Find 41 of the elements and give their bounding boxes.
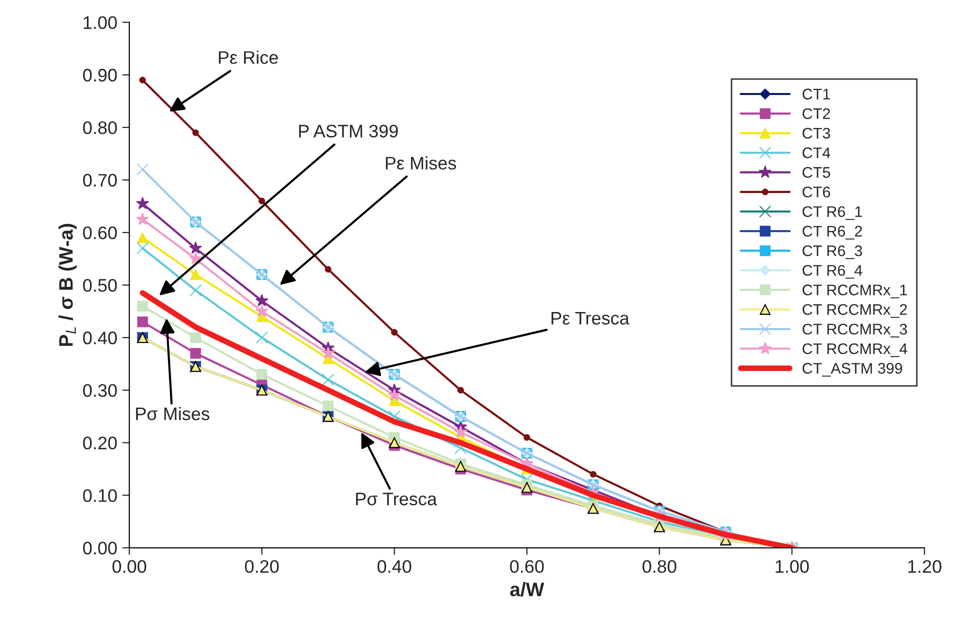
x-tick-label: 0.00	[112, 560, 146, 573]
y-tick-label: 0.40	[83, 332, 117, 344]
annotation: Pε Rice	[218, 50, 278, 64]
legend-label: CT R6_1	[802, 206, 862, 220]
x-tick-label: 1.20	[908, 560, 942, 573]
x-tick-label: 0.80	[642, 560, 676, 573]
legend-label: CT RCCMRx_4	[802, 343, 908, 358]
legend-label: CT R6_4	[802, 264, 862, 279]
x-tick-label: 1.00	[776, 560, 809, 573]
legend-label: CT3	[802, 128, 830, 139]
y-tick-label: 0.60	[83, 226, 117, 240]
y-tick-label: 0.70	[83, 174, 117, 187]
y-tick-label: 0.50	[83, 278, 117, 292]
y-axis-title: P$_{L}$ / σ B (W-a)	[58, 224, 77, 346]
legend-label: CT RCCMRx_1	[802, 284, 907, 298]
legend-label: CT1	[802, 88, 830, 100]
legend-label: CT R6_2	[802, 226, 862, 240]
y-tick-label: 1.00	[84, 16, 117, 30]
x-axis-title: a/W	[510, 582, 544, 596]
annotation: P ASTM 399	[299, 124, 398, 138]
x-tick-label: 0.60	[510, 560, 544, 573]
y-tick-label: 0.80	[83, 121, 117, 134]
y-tick-label: 0.10	[83, 489, 117, 502]
x-tick-label: 0.40	[378, 560, 412, 573]
annotation: Pε Tresca	[552, 312, 630, 325]
annotation: Pε Mises	[386, 156, 456, 170]
y-tick-label: 0.90	[83, 68, 117, 82]
y-tick-label: 0.00	[83, 542, 117, 555]
annotation: Pσ Mises	[136, 406, 210, 420]
y-tick-label: 0.20	[83, 436, 117, 450]
legend-label: CT RCCMRx_2	[802, 304, 907, 318]
legend-label: CT_ASTM 399	[802, 362, 902, 377]
x-tick-label: 0.20	[244, 560, 279, 573]
legend-label: CT6	[802, 186, 830, 198]
annotation: Pσ Tresca	[356, 492, 438, 506]
y-tick-label: 0.30	[83, 384, 117, 397]
legend-label: CT4	[802, 147, 830, 158]
legend-label: CT RCCMRx_3	[802, 324, 907, 338]
legend-label: CT2	[802, 108, 830, 120]
legend-label: CT5	[802, 167, 830, 178]
legend-label: CT R6_3	[802, 245, 862, 260]
